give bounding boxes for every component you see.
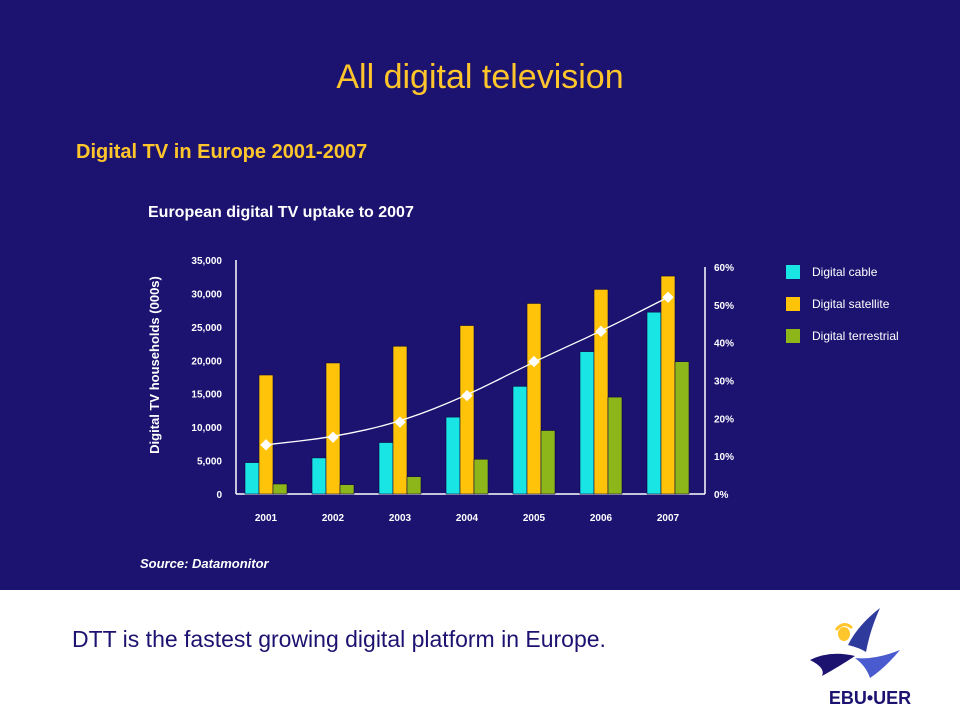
bar-digital-terrestrial [607, 396, 623, 495]
y-axis-label: Digital TV households (000s) [147, 276, 162, 454]
bar-digital-satellite [459, 325, 475, 495]
bar-digital-cable [445, 416, 461, 495]
bar-digital-terrestrial [339, 484, 355, 495]
x-tick-label: 2007 [657, 513, 680, 524]
bar-digital-cable [512, 386, 528, 495]
chart-ticks: 0 5,000 10,000 15,000 20,000 25,000 30,000 35,0… [191, 256, 734, 524]
y-tick-label: 35,000 [191, 256, 222, 267]
bar-digital-cable [311, 457, 327, 495]
penetration-point [394, 416, 406, 428]
y-tick-label: 25,000 [191, 323, 222, 334]
x-tick-label: 2001 [255, 513, 278, 524]
chart-line [260, 291, 674, 451]
ebu-logo-mark-icon [810, 608, 900, 678]
penetration-point [260, 439, 272, 451]
bar-digital-satellite [258, 374, 274, 495]
x-tick-label: 2006 [590, 513, 613, 524]
bar-digital-satellite [660, 275, 676, 495]
bar-digital-satellite [325, 362, 341, 495]
legend-label: Digital cable [812, 265, 878, 279]
legend-swatch [786, 329, 800, 343]
bar-digital-cable [378, 442, 394, 495]
legend-swatch [786, 265, 800, 279]
bar-digital-cable [579, 351, 595, 495]
y-tick-label: 30,000 [191, 289, 222, 300]
bar-digital-terrestrial [674, 361, 690, 495]
legend-label: Digital satellite [812, 297, 890, 311]
y-tick-label: 0 [216, 490, 222, 501]
y2-tick-label: 40% [714, 339, 734, 350]
y-tick-label: 10,000 [191, 423, 222, 434]
y2-tick-label: 10% [714, 452, 734, 463]
bar-digital-terrestrial [272, 483, 288, 495]
legend-label: Digital terrestrial [812, 329, 899, 343]
penetration-point [327, 431, 339, 443]
penetration-point [461, 389, 473, 402]
logo-text: EBU•UER [829, 688, 911, 708]
chart: 0 5,000 10,000 15,000 20,000 25,000 30,000 35,0… [147, 256, 899, 524]
y2-tick-label: 30% [714, 377, 734, 388]
chart-legend: Digital cable Digital satellite Digital te… [786, 265, 899, 343]
penetration-point [595, 325, 607, 337]
bar-digital-cable [244, 462, 260, 495]
y2-tick-label: 60% [714, 263, 734, 274]
bar-digital-satellite [526, 303, 542, 495]
x-tick-label: 2002 [322, 513, 345, 524]
legend-swatch [786, 297, 800, 311]
source-note: Source: Datamonitor [140, 556, 269, 571]
bar-digital-terrestrial [540, 430, 556, 495]
y2-tick-label: 20% [714, 414, 734, 425]
bar-digital-satellite [593, 289, 609, 495]
bar-digital-terrestrial [473, 458, 489, 495]
x-tick-label: 2005 [523, 513, 546, 524]
x-tick-label: 2003 [389, 513, 412, 524]
chart-title: European digital TV uptake to 2007 [148, 204, 414, 221]
penetration-point [528, 355, 540, 368]
y-tick-label: 5,000 [197, 457, 222, 468]
x-tick-label: 2004 [456, 513, 479, 524]
slide-title: All digital television [336, 58, 624, 96]
footer-text: DTT is the fastest growing digital platf… [72, 626, 606, 652]
y-tick-label: 15,000 [191, 390, 222, 401]
bar-digital-cable [646, 311, 662, 495]
y2-tick-label: 0% [714, 490, 729, 501]
y-tick-label: 20,000 [191, 356, 222, 367]
chart-bars [244, 275, 690, 495]
bar-digital-terrestrial [406, 476, 422, 495]
y2-tick-label: 50% [714, 301, 734, 312]
penetration-point [662, 291, 674, 303]
ebu-logo: EBU•UER [810, 608, 911, 708]
section-title: Digital TV in Europe 2001-2007 [76, 141, 368, 163]
